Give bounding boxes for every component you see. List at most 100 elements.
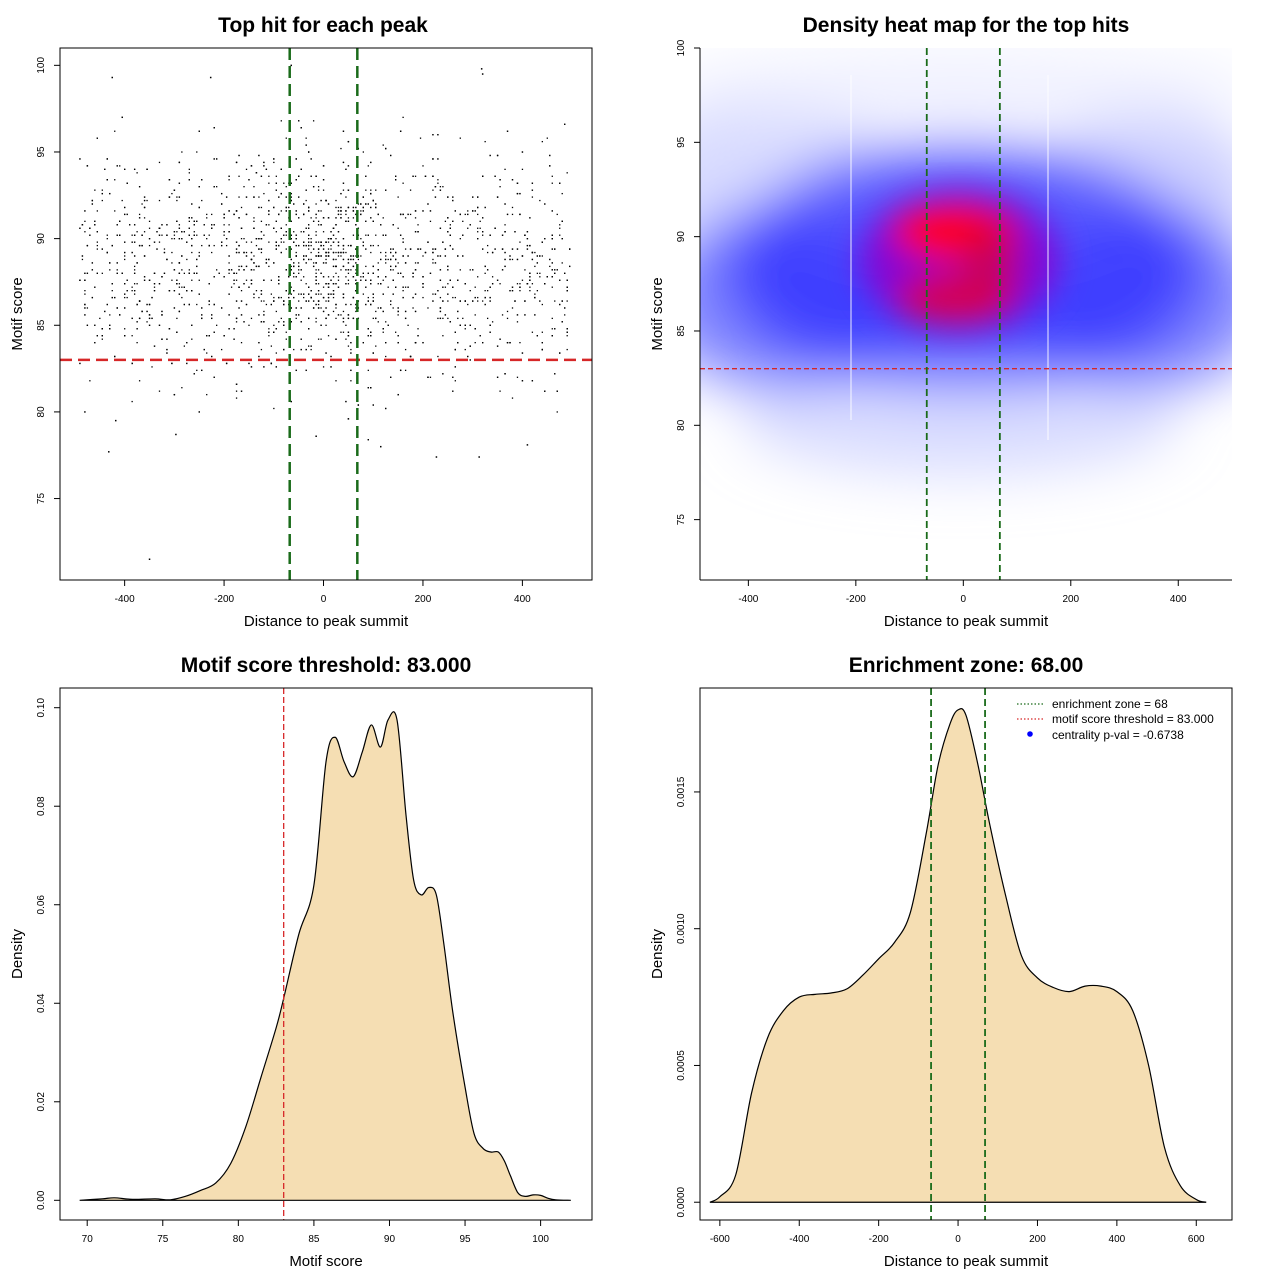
scatter-point [524,314,526,316]
scatter-point [285,338,287,340]
scatter-point [114,419,117,422]
scatter-point [360,255,362,257]
scatter-point [496,376,499,378]
scatter-point [268,199,270,202]
scatter-point [198,279,200,281]
scatter-point [263,366,265,368]
scatter-point [305,227,307,229]
scatter-point [317,307,320,309]
scatter-point [119,234,121,236]
scatter-point [489,324,491,326]
scatter-point [452,286,454,288]
scatter-point [201,317,203,320]
scatter-point [509,255,511,257]
scatter-point [238,196,240,198]
scatter-point [375,310,377,313]
scatter-point [109,192,111,195]
scatter-point [362,206,364,209]
scatter-point [337,244,340,247]
scatter-point [101,199,103,202]
scatter-point [223,231,225,233]
scatter-point [566,286,568,288]
scatter-point [295,238,297,240]
scatter-point [86,165,89,167]
scatter-point [250,241,253,243]
scatter-point [143,279,146,281]
scatter-point [273,262,275,264]
scatter-point [390,251,392,254]
scatter-point [422,341,424,344]
scatter-point [235,383,238,385]
scatter-point [360,210,362,212]
scatter-point [327,296,330,299]
scatter-point [295,317,297,320]
scatter-point [385,407,387,410]
scatter-point [148,238,151,240]
scatter-point [447,265,449,268]
scatter-point [439,310,442,313]
scatter-point [320,210,322,212]
scatter-point [176,231,178,233]
x-tick-label: 400 [1109,1234,1126,1245]
scatter-point [176,331,178,333]
scatter-point [298,272,300,274]
scatter-point [402,290,404,292]
scatter-point [432,134,434,136]
scatter-point [245,303,248,306]
x-tick-label: 80 [233,1234,245,1245]
scatter-point [131,400,133,403]
scatter-point [432,189,434,191]
scatter-point [208,303,210,306]
scatter-point [198,130,200,132]
scatter-point [464,328,466,330]
scatter-point [86,244,89,247]
scatter-point [489,300,491,302]
scatter-point [320,241,322,243]
scatter-point [305,189,307,191]
scatter-point [280,317,282,320]
scatter-point [467,213,469,216]
scatter-point [126,296,128,299]
scatter-point [148,303,151,306]
scatter-point [422,210,424,212]
scatter-point [209,76,212,79]
scatter-point [176,317,178,320]
scatter-point [402,241,404,243]
scatter-point [519,341,521,344]
scatter-point [467,210,469,212]
panel-scatter-top-hits: Top hit for each peak -400 -200 0 200 400 75… [9,14,593,630]
scatter-point [178,238,181,240]
y-tick-label: 90 [36,233,47,245]
scatter-point [275,175,277,177]
scatter-point [327,251,330,254]
scatter-point [325,307,327,309]
scatter-point [439,255,442,257]
scatter-point [454,366,456,368]
scatter-point [248,179,250,181]
scatter-point [372,317,374,320]
scatter-point [240,265,243,268]
scatter-point [245,265,248,268]
scatter-point [101,189,103,191]
scatter-point [554,272,556,274]
scatter-point [390,376,392,378]
scatter-point [91,203,94,205]
scatter-point [332,283,335,285]
scatter-point [307,227,310,229]
scatter-point [124,255,126,257]
scatter-point [474,210,476,212]
scatter-point [89,227,91,229]
scatter-point [511,307,514,309]
scatter-point [536,255,539,257]
scatter-point [494,175,496,177]
scatter-point [101,248,103,250]
scatter-point [91,269,94,271]
scatter-point [158,234,161,236]
scatter-point [146,303,148,306]
scatter-point [516,376,519,378]
scatter-point [151,296,153,299]
scatter-point [529,286,531,288]
scatter-point [196,220,198,222]
scatter-point [114,296,116,299]
scatter-point [248,324,250,326]
